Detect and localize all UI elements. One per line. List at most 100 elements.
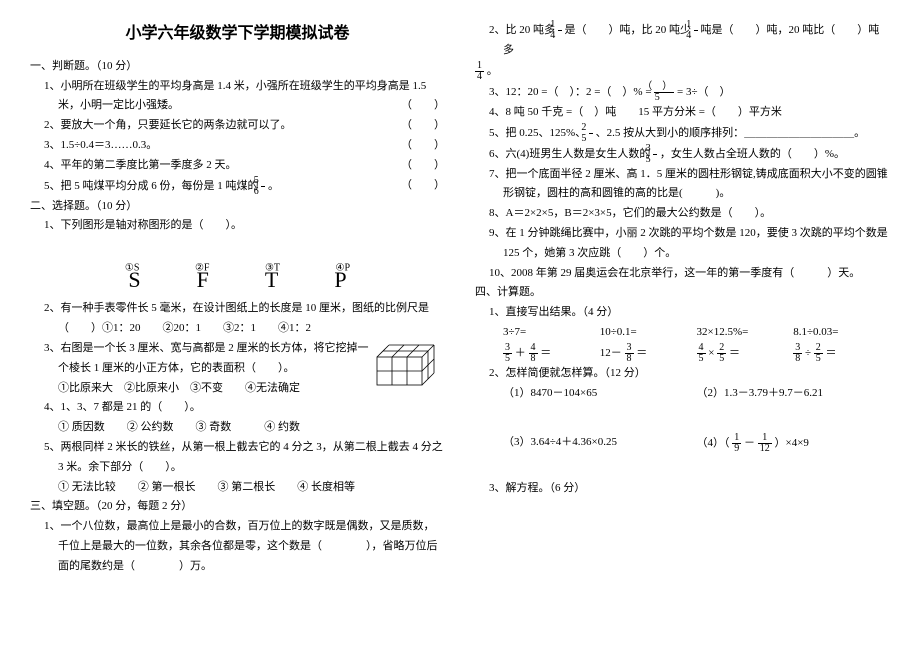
f: 38 xyxy=(793,343,802,364)
calc-row2: 35 ＋ 48 ＝ 12－ 38 ＝ 45 × 25 ＝ 38 ÷ 25 ＝ xyxy=(475,343,890,364)
big-letters: SFTP xyxy=(30,260,445,300)
c: 8.1÷0.03= xyxy=(793,323,890,343)
d: 12 xyxy=(758,444,772,454)
frac: 35 xyxy=(653,144,657,165)
paren: （ ） xyxy=(415,116,445,136)
d: 8 xyxy=(625,354,634,364)
d: 6 xyxy=(261,187,265,197)
d: 4 xyxy=(558,31,562,41)
d: 5 xyxy=(653,155,657,165)
t: ，女生人数占全班人数的（ ）%。 xyxy=(660,148,845,160)
s2-q4-opts: ① 质因数 ② 公约数 ③ 奇数 ④ 约数 xyxy=(30,418,445,438)
d: 8 xyxy=(793,354,802,364)
c: 38 ÷ 25 ＝ xyxy=(793,343,890,364)
s1-q2: 2、要放大一个角，只要延长它的两条边就可以了。 （ ） xyxy=(30,116,445,136)
s1-q5b: 。 xyxy=(268,180,279,192)
section2-head: 二、选择题。（10 分） xyxy=(30,197,445,217)
t: = 3÷（ ） xyxy=(677,86,731,98)
s3-q6: 6、六(4)班男生人数是女生人数的 35 ，女生人数占全班人数的（ ）%。 xyxy=(475,144,890,165)
s3-q2-tail: 14 。 xyxy=(475,61,890,82)
calc-row1: 3÷7= 10÷0.1= 32×12.5%= 8.1÷0.03= xyxy=(475,323,890,343)
s1-q3: 3、1.5÷0.4＝3……0.3。 （ ） xyxy=(30,136,445,156)
e4: （4）（ 19 － 112 ）×4×9 xyxy=(697,433,891,454)
frac: 14 xyxy=(558,20,562,41)
s3-q2: 2、比 20 吨多 14 是（ ）吨，比 20 吨少 14 吨是（ ）吨，20 … xyxy=(475,20,890,61)
d: 5 xyxy=(503,354,512,364)
s4-sub1: 1、直接写出结果。（4 分） xyxy=(475,303,890,323)
e1: （1）8470－104×65 xyxy=(503,384,697,404)
s1-q4: 4、平年的第二季度比第一季度多 2 天。（ ） xyxy=(30,156,445,176)
exam-title: 小学六年级数学下学期模拟试卷 xyxy=(30,20,445,49)
t: （4）（ xyxy=(697,437,730,449)
s3-q5: 5、把 0.25、125%、 25 、2.5 按从大到小的顺序排列：＿＿＿＿＿＿… xyxy=(475,123,890,144)
frac: 14 xyxy=(694,20,698,41)
f: 45 xyxy=(697,343,706,364)
s2-q2: 2、有一种手表零件长 5 毫米，在设计图纸上的长度是 10 厘米，图纸的比例尺是… xyxy=(30,299,445,339)
t: 、2.5 按从大到小的顺序排列：＿＿＿＿＿＿＿＿＿＿。 xyxy=(596,127,866,139)
op: 12－ xyxy=(600,347,622,359)
d: 4 xyxy=(475,72,484,82)
s1-q3-text: 3、1.5÷0.4＝3……0.3。 xyxy=(44,139,157,151)
f: 38 xyxy=(625,343,634,364)
s3-q1: 1、一个八位数，最高位上是最小的合数，百万位上的数字既是偶数，又是质数，千位上是… xyxy=(30,517,445,576)
paren: （ ） xyxy=(415,96,445,116)
f: 35 xyxy=(503,343,512,364)
d: 5 xyxy=(814,354,823,364)
f: 48 xyxy=(529,343,538,364)
c: 10÷0.1= xyxy=(600,323,697,343)
t: 5、把 0.25、125%、 xyxy=(489,127,586,139)
d: 4 xyxy=(694,31,698,41)
t: ）×4×9 xyxy=(775,437,809,449)
t: － xyxy=(744,437,755,449)
s1-q2-text: 2、要放大一个角，只要延长它的两条边就可以了。 xyxy=(44,119,292,131)
frac-blank: （ ）5 xyxy=(654,82,674,103)
d: 5 xyxy=(654,93,674,103)
t: 2、比 20 吨多 xyxy=(489,24,555,36)
expr-row1: （1）8470－104×65 （2）1.3－3.79＋9.7－6.21 xyxy=(475,384,890,404)
n: 1 xyxy=(558,20,562,31)
s3-q4: 4、8 吨 50 千克 =（ ）吨 15 平方分米 =（ ）平方米 xyxy=(475,103,890,123)
expr-row2: （3）3.64÷4＋4.36×0.25 （4）（ 19 － 112 ）×4×9 xyxy=(475,433,890,454)
n: 1 xyxy=(694,20,698,31)
s1-q1: 1、小明所在班级学生的平均身高是 1.4 米，小强所在班级学生的平均身高是 1.… xyxy=(30,77,445,117)
t: 6、六(4)班男生人数是女生人数的 xyxy=(489,148,650,160)
c: 3÷7= xyxy=(503,323,600,343)
c: 12－ 38 ＝ xyxy=(600,343,697,364)
t: 。 xyxy=(487,65,498,77)
s4-sub2: 2、怎样简便就怎样算。（12 分） xyxy=(475,364,890,384)
d: 5 xyxy=(589,134,593,144)
s1-q5a: 5、把 5 吨煤平均分成 6 份，每份是 1 吨煤的 xyxy=(44,180,259,192)
d: 8 xyxy=(529,354,538,364)
s2-q3-text: 3、右图是一个长 3 厘米、宽与高都是 2 厘米的长方体，将它挖掉一个棱长 1 … xyxy=(44,342,369,374)
op: ÷ xyxy=(805,347,811,359)
s3-q3: 3、12：20 =（ ）：2 =（ ）% = （ ）5 = 3÷（ ） xyxy=(475,82,890,103)
d: 5 xyxy=(697,354,706,364)
e3: （3）3.64÷4＋4.36×0.25 xyxy=(503,433,697,454)
section4-head: 四、计算题。 xyxy=(475,283,890,303)
frac: 14 xyxy=(475,61,484,82)
s3-q7: 7、把一个底面半径 2 厘米、高 1．5 厘米的圆柱形钢锭,铸成底面积大小不变的… xyxy=(475,165,890,205)
paren: （ ） xyxy=(415,136,445,156)
s2-q4: 4、1、3、7 都是 21 的（ ）。 xyxy=(30,398,445,418)
e2: （2）1.3－3.79＋9.7－6.21 xyxy=(697,384,891,404)
d: 5 xyxy=(717,354,726,364)
eq: ＝ xyxy=(540,347,551,359)
n: 3 xyxy=(653,144,657,155)
f: 19 xyxy=(732,433,741,454)
eq: ＝ xyxy=(826,347,837,359)
n: 5 xyxy=(261,176,265,187)
s2-q5-opts: ① 无法比较 ② 第一根长 ③ 第二根长 ④ 长度相等 xyxy=(30,478,445,498)
f: 25 xyxy=(717,343,726,364)
n: 2 xyxy=(589,123,593,134)
s3-q10: 10、2008 年第 29 届奥运会在北京举行，这一年的第一季度有（ ）天。 xyxy=(475,264,890,284)
paren: （ ） xyxy=(415,176,445,196)
t: 3、12：20 =（ ）：2 =（ ）% = xyxy=(489,86,652,98)
s2-q3: 3、右图是一个长 3 厘米、宽与高都是 2 厘米的长方体，将它挖掉一个棱长 1 … xyxy=(30,339,445,379)
cube-figure xyxy=(375,339,445,387)
s3-q8: 8、A＝2×2×5，B＝2×3×5，它们的最大公约数是（ ）。 xyxy=(475,204,890,224)
s1-q4-text: 4、平年的第二季度比第一季度多 2 天。 xyxy=(44,159,237,171)
f: 25 xyxy=(814,343,823,364)
eq: ＝ xyxy=(729,347,740,359)
s1-q5: 5、把 5 吨煤平均分成 6 份，每份是 1 吨煤的 56 。 （ ） xyxy=(30,176,445,197)
frac: 25 xyxy=(589,123,593,144)
